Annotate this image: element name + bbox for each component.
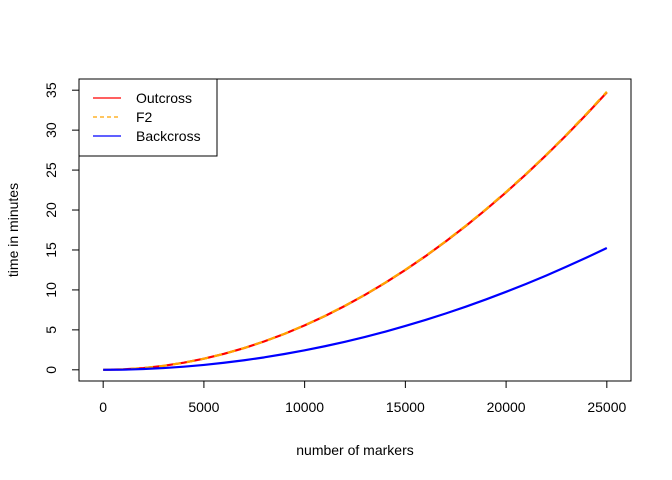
x-tick-label: 15000 (386, 399, 425, 415)
y-tick-label: 5 (43, 326, 59, 334)
y-axis: 0 5 10 15 20 25 30 35 (43, 82, 80, 374)
y-tick-label: 0 (43, 366, 59, 374)
x-axis-label: number of markers (296, 442, 413, 458)
x-axis: 0 5000 10000 15000 20000 25000 (99, 380, 627, 415)
y-tick-label: 20 (43, 202, 59, 218)
legend-label: Outcross (136, 90, 192, 106)
y-tick-label: 10 (43, 282, 59, 298)
x-tick-label: 5000 (188, 399, 219, 415)
legend-label: Backcross (136, 128, 201, 144)
x-tick-label: 25000 (587, 399, 626, 415)
y-tick-label: 25 (43, 162, 59, 178)
y-tick-label: 30 (43, 122, 59, 138)
legend: Outcross F2 Backcross (78, 78, 218, 157)
x-tick-label: 20000 (487, 399, 526, 415)
legend-label: F2 (136, 109, 153, 125)
y-tick-label: 35 (43, 82, 59, 98)
y-axis-label: time in minutes (5, 183, 21, 277)
y-tick-label: 15 (43, 242, 59, 258)
x-tick-label: 10000 (285, 399, 324, 415)
x-tick-label: 0 (99, 399, 107, 415)
series-line-f2 (103, 91, 608, 371)
series-line-backcross (103, 246, 608, 371)
series-layer (103, 91, 608, 371)
